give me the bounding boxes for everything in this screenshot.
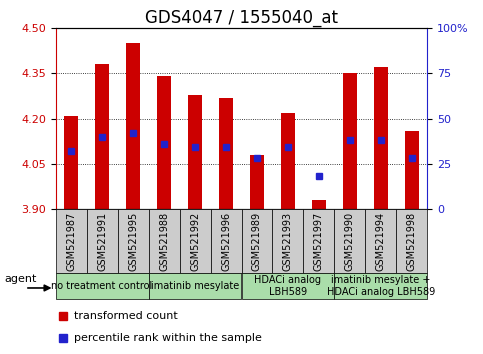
Bar xyxy=(272,209,303,273)
Bar xyxy=(281,113,295,209)
Text: GSM521990: GSM521990 xyxy=(345,212,355,271)
Bar xyxy=(334,209,366,273)
Text: imatinib mesylate: imatinib mesylate xyxy=(151,281,239,291)
Text: percentile rank within the sample: percentile rank within the sample xyxy=(74,332,262,343)
Text: GSM521994: GSM521994 xyxy=(376,212,386,271)
Bar xyxy=(56,209,86,273)
Bar xyxy=(86,209,117,273)
Bar xyxy=(95,64,109,209)
Bar xyxy=(334,273,427,299)
Bar xyxy=(312,200,326,209)
Bar xyxy=(242,209,272,273)
Text: imatinib mesylate +
HDACi analog LBH589: imatinib mesylate + HDACi analog LBH589 xyxy=(327,275,435,297)
Text: GSM521989: GSM521989 xyxy=(252,212,262,271)
Text: GSM521987: GSM521987 xyxy=(66,212,76,271)
Bar xyxy=(242,273,334,299)
Bar xyxy=(149,273,242,299)
Text: GSM521993: GSM521993 xyxy=(283,212,293,271)
Bar xyxy=(188,95,202,209)
Bar xyxy=(64,115,78,209)
Bar xyxy=(397,209,427,273)
Bar xyxy=(149,209,180,273)
Bar xyxy=(126,43,140,209)
Text: GSM521995: GSM521995 xyxy=(128,212,138,271)
Text: GSM521997: GSM521997 xyxy=(314,212,324,271)
Bar xyxy=(343,73,357,209)
Bar xyxy=(117,209,149,273)
Bar xyxy=(366,209,397,273)
Text: HDACi analog
LBH589: HDACi analog LBH589 xyxy=(255,275,322,297)
Text: GSM521988: GSM521988 xyxy=(159,212,169,271)
Text: GSM521998: GSM521998 xyxy=(407,212,417,271)
Bar xyxy=(219,97,233,209)
Text: agent: agent xyxy=(4,274,37,284)
Title: GDS4047 / 1555040_at: GDS4047 / 1555040_at xyxy=(145,9,338,27)
Bar xyxy=(157,76,171,209)
Bar xyxy=(250,155,264,209)
Bar xyxy=(374,67,388,209)
Text: no treatment control: no treatment control xyxy=(51,281,153,291)
Bar xyxy=(211,209,242,273)
Text: GSM521996: GSM521996 xyxy=(221,212,231,271)
Text: transformed count: transformed count xyxy=(74,311,178,321)
Text: GSM521991: GSM521991 xyxy=(97,212,107,271)
Bar xyxy=(303,209,334,273)
Text: GSM521992: GSM521992 xyxy=(190,212,200,271)
Bar xyxy=(405,131,419,209)
Bar xyxy=(56,273,149,299)
Bar xyxy=(180,209,211,273)
